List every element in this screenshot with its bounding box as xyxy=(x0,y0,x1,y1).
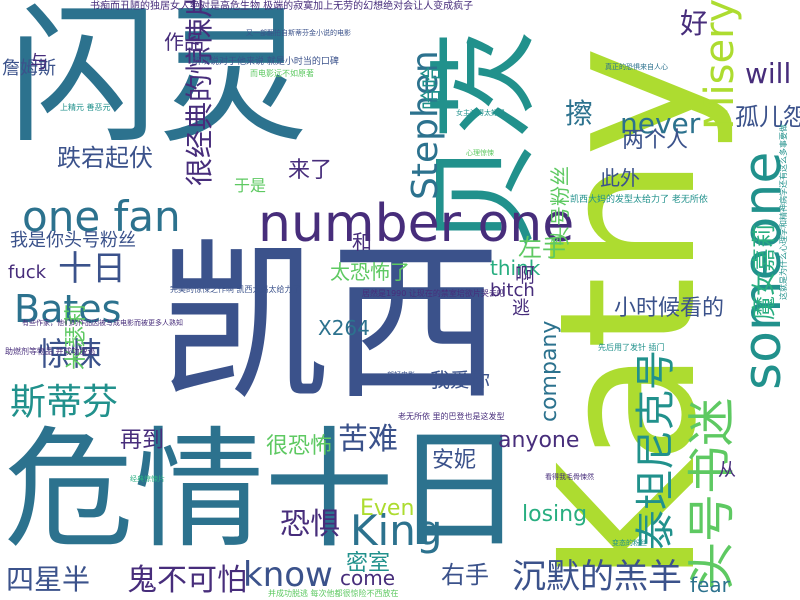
word-number-one: number one xyxy=(258,194,575,254)
word-zuopin: 作品 xyxy=(164,30,204,54)
phrase-zhuranji: 助燃剂等物品 并成功脱逃 xyxy=(5,347,96,356)
word-bates: Bates xyxy=(14,287,122,331)
word-think: think xyxy=(490,256,541,280)
phrase-shangjingyuan: 上精元 善恶元 xyxy=(60,103,111,112)
word-kaixi: 凯西 xyxy=(158,223,502,424)
phrase-juranshi: 居然是1990 让现在的禁室培欲片哭去吧 xyxy=(362,289,505,298)
word-kongju: 恐惧 xyxy=(280,507,340,542)
word-woshinitouhaofensi: 我是你头号粉丝 xyxy=(10,230,136,251)
phrase-dianying: 而电影远不如原著 xyxy=(250,69,314,78)
word-weiqingshiri: 危情十日 xyxy=(4,414,525,566)
phrase-suoyishuo: 所以说对于他来说 就是小时当的口碑 xyxy=(192,57,339,67)
word-shiri: 十日 xyxy=(58,249,126,289)
word-chenmodegaoyang: 沉默的羔羊 xyxy=(512,557,682,597)
phrase-fanpai: 又一部翻拍自斯蒂芬金小说的电影 xyxy=(246,29,351,37)
phrase-xinli: 心理惊悚 xyxy=(466,149,494,157)
word-ca: 擦 xyxy=(565,97,594,130)
word-diedangqifu: 跌宕起伏 xyxy=(57,144,153,172)
word-ciwai: 此外 xyxy=(600,166,640,190)
word-haha: 哈哈 xyxy=(420,65,445,110)
word-sixingban: 四星半 xyxy=(6,563,91,596)
word-cong: 从 xyxy=(718,460,736,481)
phrase-zuojia: 有些作家，他们的作品因被写成电影而被更多人熟知 xyxy=(22,319,183,327)
phrase-jingdian: 经典惊悚片 xyxy=(130,475,165,483)
word-bitch: bitch xyxy=(490,280,535,301)
word-henkongbu: 很恐怖 xyxy=(266,434,333,459)
word-taikongbule: 太恐怖了 xyxy=(330,260,410,284)
word-monvjiali: 魔女嘉莉 xyxy=(750,224,778,320)
word-miserili: 米瑟莉 xyxy=(64,303,89,370)
phrase-zhenzheng: 真正的恐惧来自人心 xyxy=(605,63,668,71)
word-company: company xyxy=(537,320,562,422)
word-come: come xyxy=(340,566,396,590)
word-shanling: 闪灵 xyxy=(8,0,309,164)
word-laile: 来了 xyxy=(288,158,333,183)
word-kunan: 苦难 xyxy=(338,422,398,457)
phrase-wanmei: 完美的惊悚之作啊 凯西大妈太给力了 xyxy=(170,285,301,294)
word-x264: X264 xyxy=(318,316,370,340)
word-woaini: 我爱你 xyxy=(430,368,490,392)
word-guibukepa: 鬼不可怕 xyxy=(127,563,247,598)
word-youshou: 右手 xyxy=(441,561,489,589)
word-never: never xyxy=(620,107,701,140)
word-anyone: anyone xyxy=(498,428,580,453)
phrase-haodianying: 一部好电影 xyxy=(380,371,415,379)
phrase-kande: 看得我毛骨悚然 xyxy=(545,473,594,481)
word-xiaoshihou: 小时候看的 xyxy=(614,296,725,321)
word-fear: fear xyxy=(690,573,730,597)
word-losing: losing xyxy=(522,502,588,527)
phrase-kaixidama: 凯西大妈的发型太给力了 老无所依 xyxy=(570,195,708,205)
word-liangegeren: 两个人 xyxy=(622,128,689,153)
word-anni: 安妮 xyxy=(432,448,477,473)
word-tao: 逃 xyxy=(512,298,530,319)
phrase-biantai: 变态的粉丝 xyxy=(612,539,647,547)
word-yu: 与 xyxy=(30,52,48,73)
word-even: Even xyxy=(360,496,415,521)
phrase-laowusuoyi: 老无所依 里的巴登也是这发型 xyxy=(398,412,505,421)
word-sidifen: 斯蒂芬 xyxy=(10,382,119,423)
word-yushi: 于是 xyxy=(234,176,267,195)
word-know: know xyxy=(243,555,333,595)
phrase-shuchi: 书痴而丑陋的独居女人绝对是高危生物 极端的寂寞加上无劳的幻想绝对会让人变成疯子 xyxy=(90,1,474,12)
word-hao: 好 xyxy=(680,7,709,40)
word-touhaoshumi: 头号书迷 xyxy=(684,397,740,590)
phrase-bingchenggong: 并成功脱逃 每次他都很惊险不西放在 xyxy=(268,589,399,598)
word-fuck: fuck xyxy=(8,262,47,283)
word-jingsong: 惊悚 xyxy=(38,335,103,373)
phrase-nvzhu: 女主演得太好了 xyxy=(456,109,505,117)
word-guerYuan: 孤儿怨 xyxy=(735,103,800,131)
phrase-xinlixue: 这就是为什么心理学和精神病学还有这么多事要做 xyxy=(779,124,788,300)
word-king: King xyxy=(350,506,443,555)
phrase-xianhou: 先后用了发针 插门 xyxy=(598,343,665,352)
word-zuoshou: 左手 xyxy=(518,234,566,262)
word-a: 啊 xyxy=(515,263,535,287)
word-zaidao: 再到 xyxy=(120,428,165,453)
word-zhanmusi: 詹姆斯 xyxy=(2,58,56,79)
word-taitannikehao: 泰坦尼克号 xyxy=(633,350,679,550)
word-will: will xyxy=(745,57,792,90)
word-mishi: 密室 xyxy=(346,551,391,576)
word-one-fan: one fan xyxy=(22,192,181,241)
word-he: 和 xyxy=(352,230,372,254)
word-jingdian: 很经典的惊悚片 xyxy=(183,0,216,186)
